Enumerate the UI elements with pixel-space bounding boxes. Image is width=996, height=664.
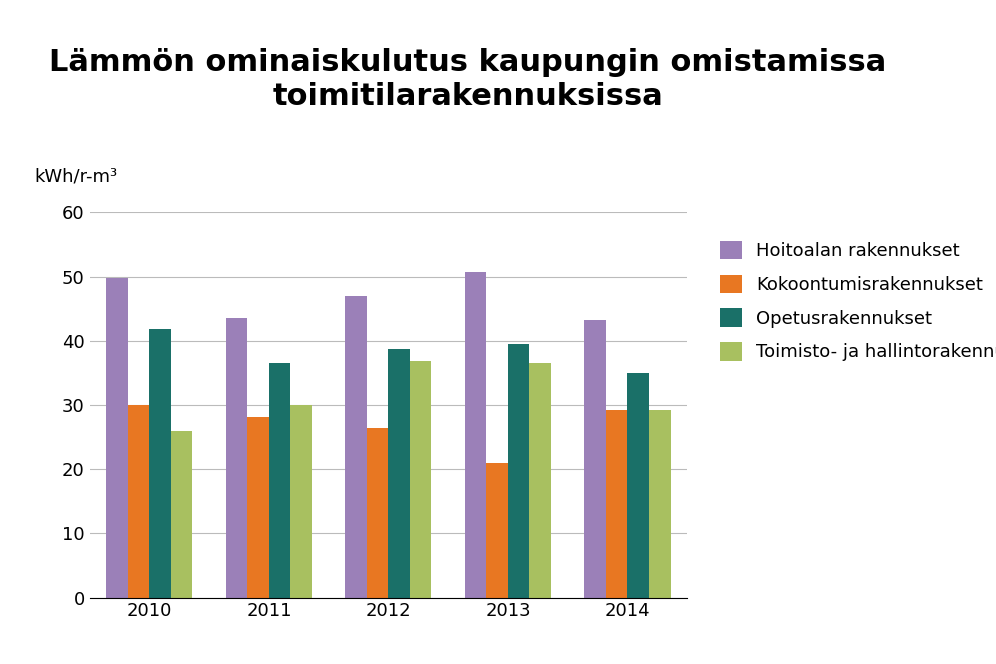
Bar (627, 373, 649, 598)
Bar (606, 410, 627, 598)
Bar (585, 319, 606, 598)
Bar (171, 431, 192, 598)
Legend: Hoitoalan rakennukset, Kokoontumisrakennukset, Opetusrakennukset, Toimisto- ja h: Hoitoalan rakennukset, Kokoontumisrakenn… (720, 241, 996, 361)
Bar (508, 344, 530, 598)
Bar (465, 272, 486, 598)
Bar (649, 410, 670, 598)
Bar (269, 363, 291, 598)
Bar (486, 463, 508, 598)
Bar (247, 416, 269, 598)
Bar (367, 428, 388, 598)
Bar (226, 319, 247, 598)
Bar (149, 329, 171, 598)
Bar (388, 349, 410, 598)
Bar (107, 278, 127, 598)
Bar (530, 363, 551, 598)
Text: Lämmön ominaiskulutus kaupungin omistamissa
toimitilarakennuksissa: Lämmön ominaiskulutus kaupungin omistami… (50, 48, 886, 111)
Bar (410, 361, 431, 598)
Text: kWh/r-m³: kWh/r-m³ (35, 168, 118, 186)
Bar (127, 405, 149, 598)
Bar (291, 405, 312, 598)
Bar (346, 296, 367, 598)
